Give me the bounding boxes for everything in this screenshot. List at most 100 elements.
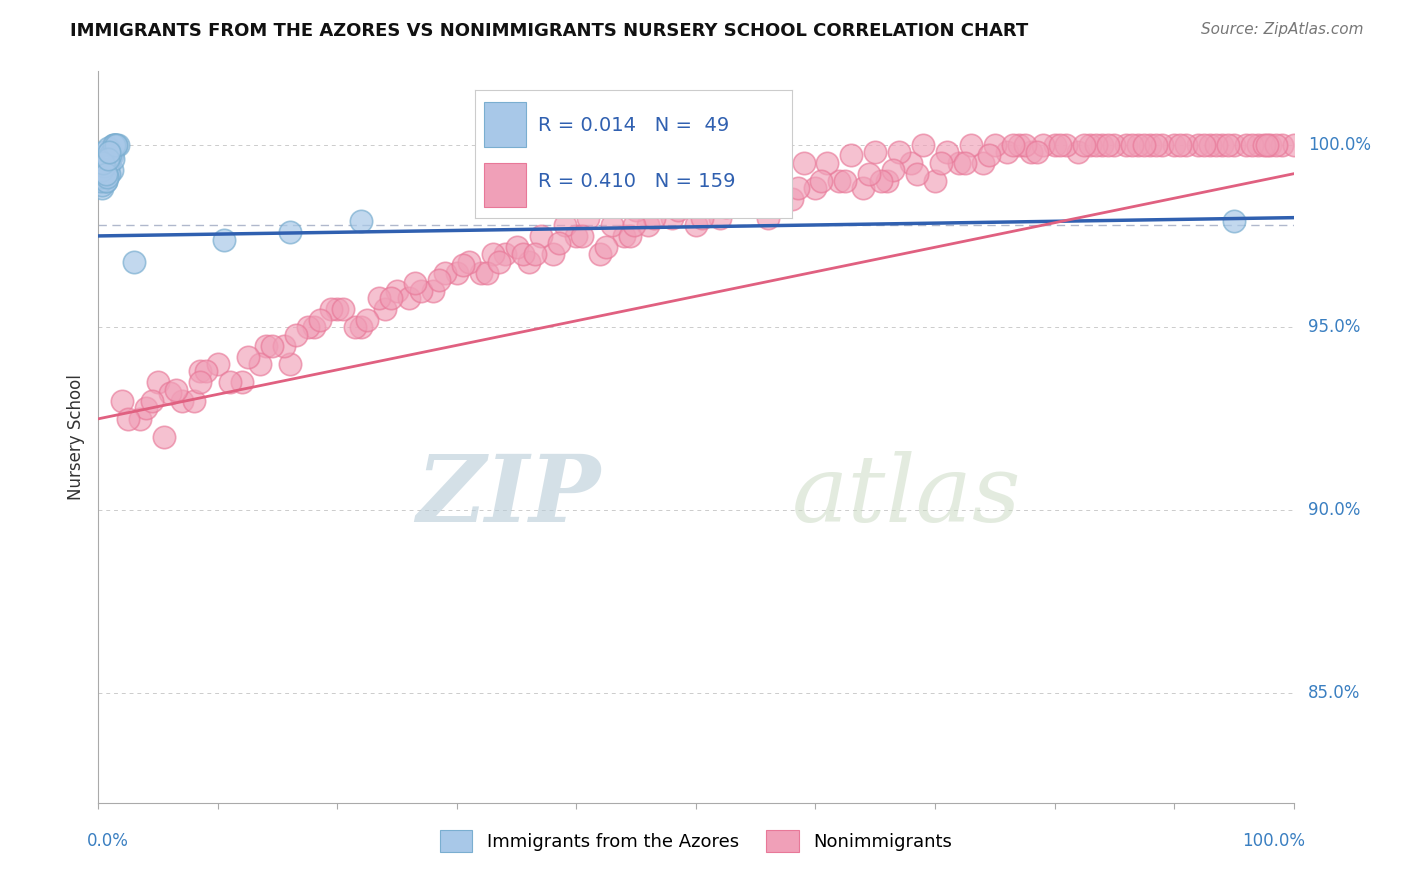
Point [94,174,117,188]
Point [666,203,689,218]
Point [1223,214,1246,228]
Point [90,174,112,188]
Point [91,156,114,170]
Point [446,266,468,280]
Point [1014,137,1036,152]
Point [1256,137,1278,152]
Point [427,273,450,287]
Point [865,145,887,159]
Point [326,302,349,317]
Point [900,156,922,170]
Point [141,393,163,408]
Point [762,181,785,195]
Point [709,211,731,225]
Point [172,393,194,408]
Point [98,145,122,159]
Point [368,291,391,305]
Point [697,174,720,188]
Point [98,156,121,170]
Point [96,163,118,178]
Point [756,211,779,225]
Point [91,181,114,195]
Point [1144,137,1167,152]
Point [1104,137,1126,152]
Text: atlas: atlas [792,450,1021,541]
Point [100,148,122,162]
Legend: Immigrants from the Azores, Nonimmigrants: Immigrants from the Azores, Nonimmigrant… [433,823,959,860]
Point [1264,137,1286,152]
Point [91,163,114,178]
Point [207,357,229,371]
Point [595,240,617,254]
Point [1091,137,1114,152]
Point [93,145,115,159]
Point [769,163,792,178]
Point [1199,137,1222,152]
Point [661,211,683,225]
Point [297,320,319,334]
Point [451,258,474,272]
Point [1032,137,1054,152]
Point [278,357,301,371]
Point [494,247,516,261]
Point [506,240,529,254]
Point [882,163,904,178]
Point [104,137,127,152]
Point [1240,137,1263,152]
Point [1049,137,1071,152]
Point [870,174,893,188]
Point [876,174,898,188]
Point [422,284,444,298]
Point [578,211,600,225]
Point [972,156,994,170]
Point [924,174,946,188]
Point [159,386,181,401]
Point [1216,137,1239,152]
Point [619,229,641,244]
Point [929,156,952,170]
Point [637,218,659,232]
Point [97,167,120,181]
Point [350,320,373,334]
Point [260,339,283,353]
Point [1234,137,1257,152]
Point [834,174,856,188]
Point [96,170,118,185]
Point [547,236,569,251]
Point [188,376,211,390]
Point [721,181,744,195]
Point [100,163,122,178]
Point [97,152,120,166]
Point [98,148,122,162]
Point [1097,137,1119,152]
Text: 0.0%: 0.0% [87,832,128,850]
Point [1133,137,1156,152]
Point [91,163,114,178]
Point [841,148,863,162]
Point [488,254,510,268]
Text: 100.0%: 100.0% [1308,136,1371,153]
Point [623,218,645,232]
Point [374,302,396,317]
Point [1247,137,1270,152]
Text: ZIP: ZIP [416,450,600,541]
Point [94,148,117,162]
Point [254,339,277,353]
Point [554,218,576,232]
Point [91,170,114,185]
Point [984,137,1007,152]
Text: 100.0%: 100.0% [1243,832,1306,850]
Point [458,254,481,268]
Point [786,181,808,195]
Point [1073,137,1095,152]
Point [714,200,737,214]
Point [1258,137,1281,152]
Point [411,284,433,298]
Point [236,350,259,364]
Point [97,141,120,155]
Text: 90.0%: 90.0% [1308,501,1360,519]
Point [602,218,624,232]
Point [380,291,402,305]
Point [98,167,121,181]
Point [165,383,187,397]
